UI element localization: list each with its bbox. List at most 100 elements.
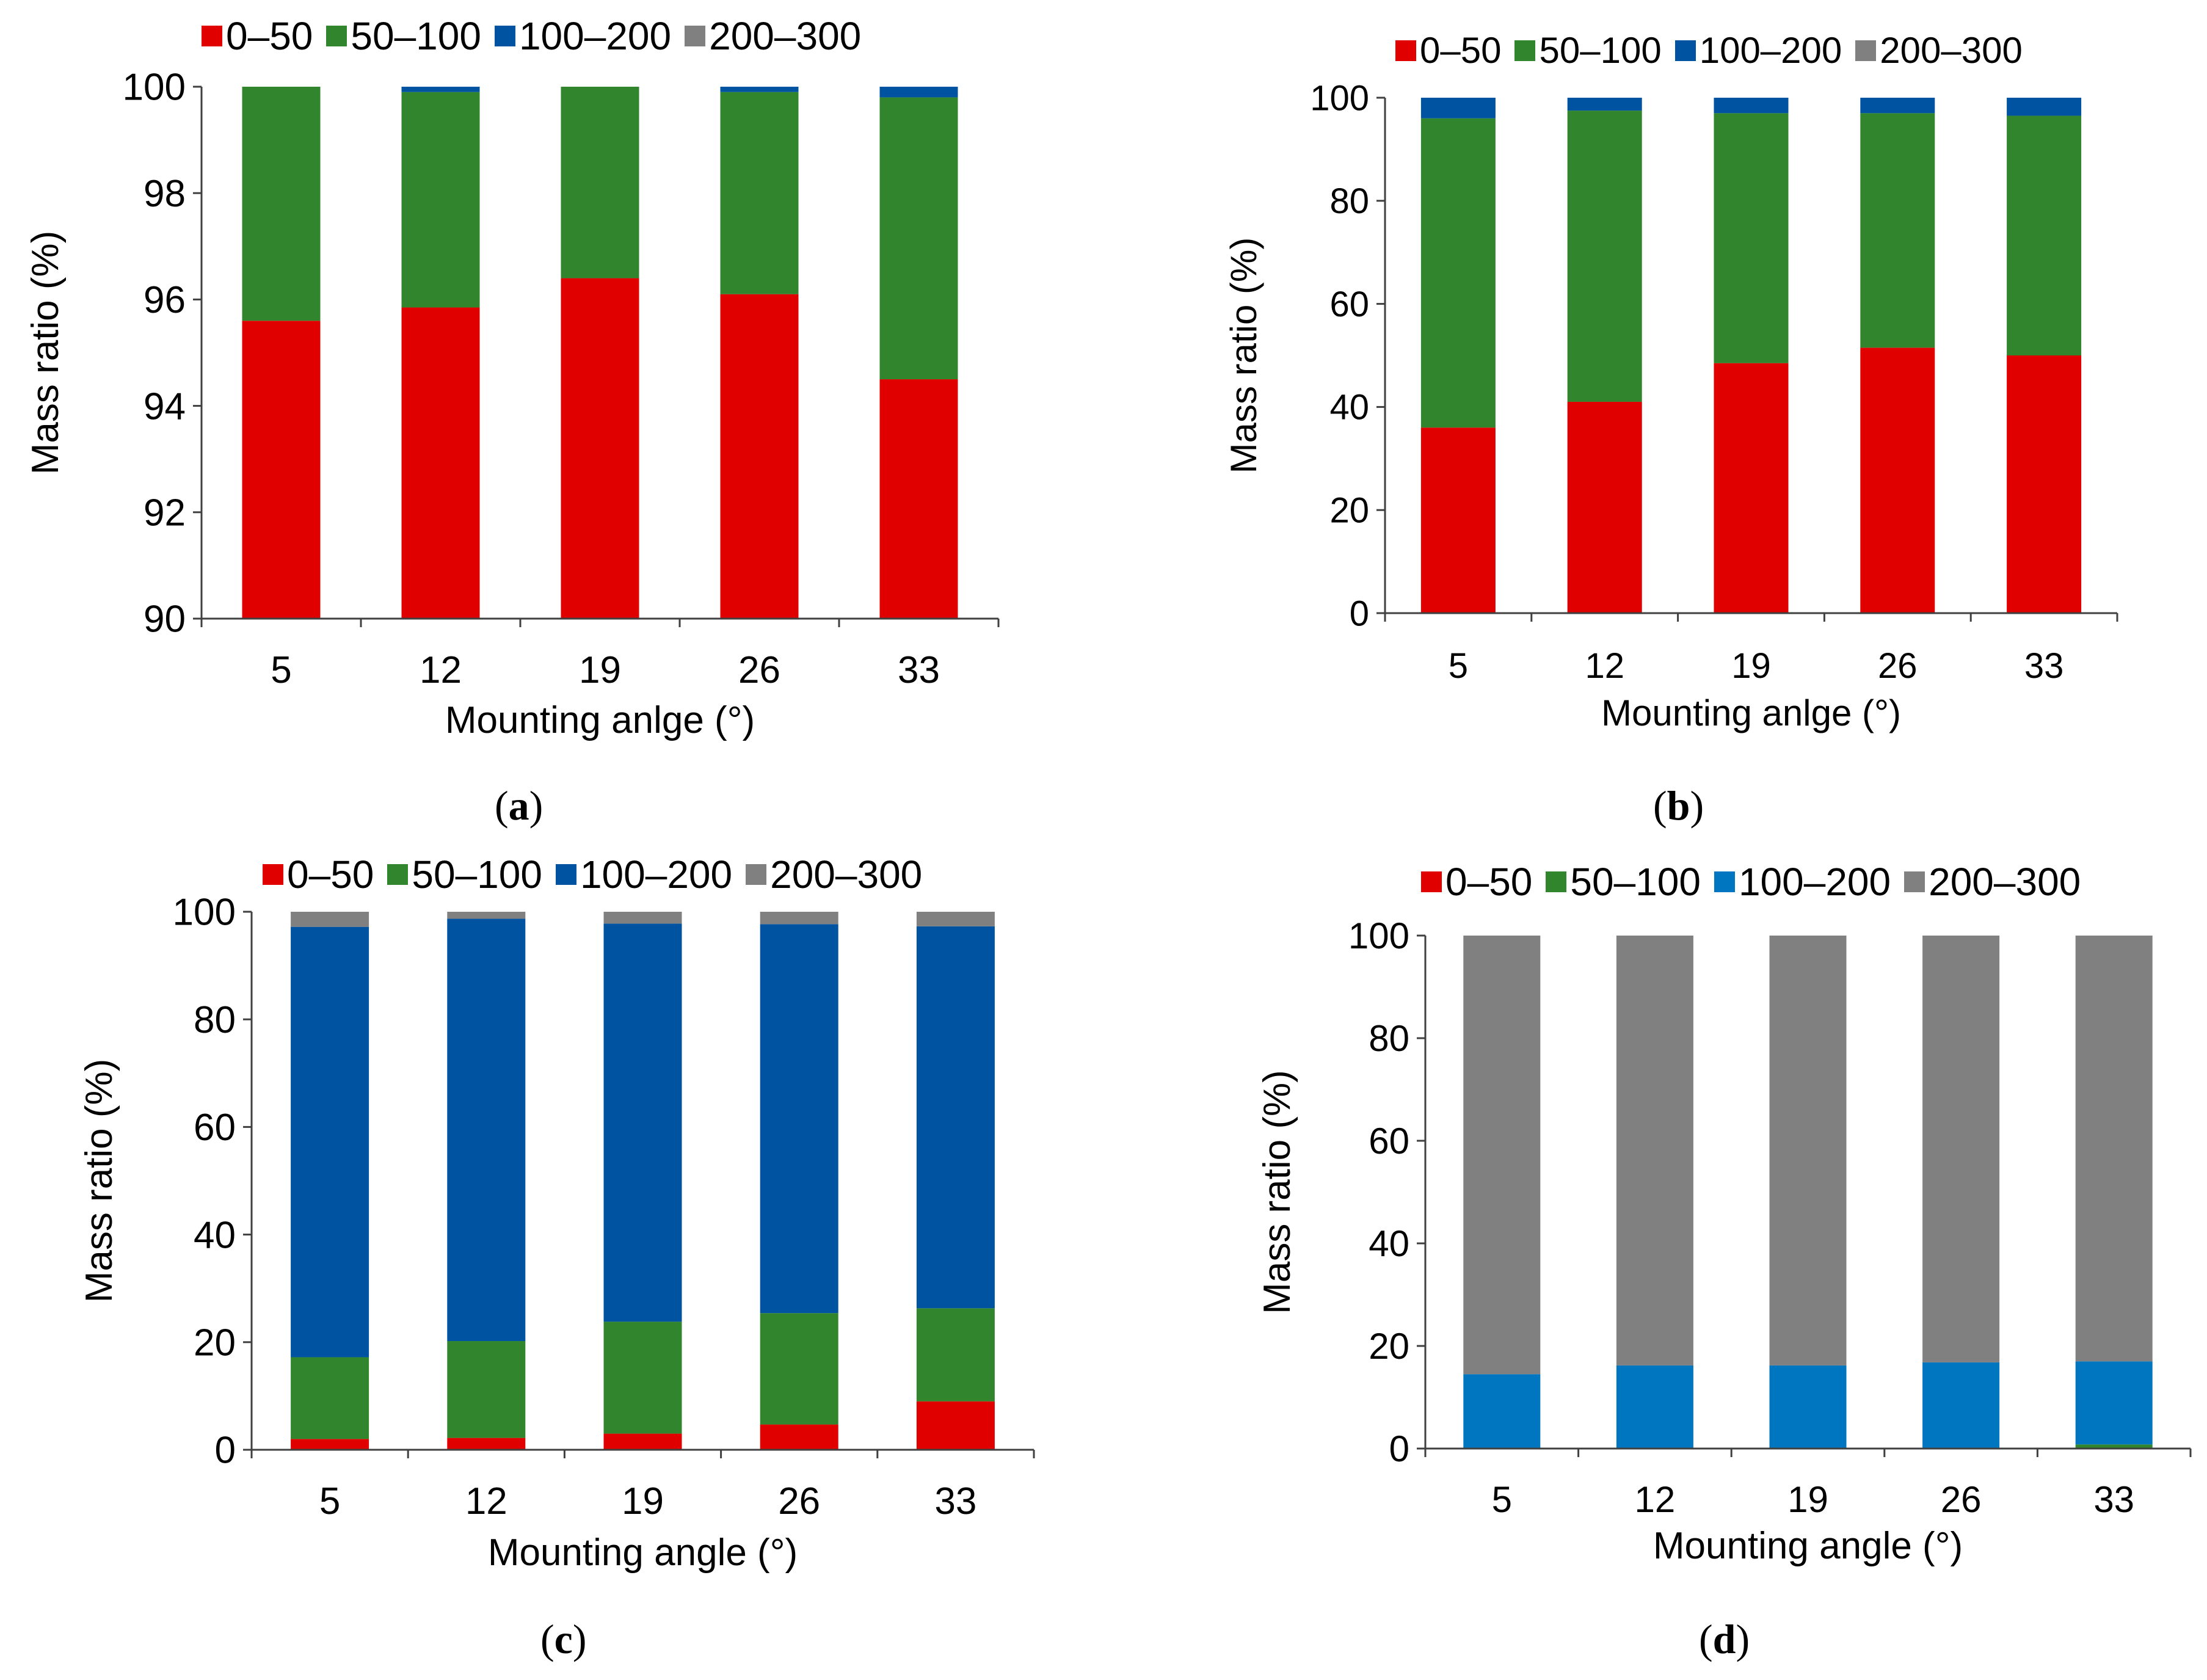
y-tick-label: 100 xyxy=(123,67,186,109)
chart-d: 0 20 40 60 80 100 5 12 19 26 33 Mounting angle (°) M… xyxy=(1256,915,2192,1567)
legend-label: 100–200 xyxy=(580,853,733,896)
y-tick-label: 40 xyxy=(1329,388,1369,427)
legend-swatch xyxy=(1514,40,1536,61)
legend-swatch xyxy=(1714,871,1735,892)
y-tick-label: 60 xyxy=(194,1107,236,1149)
y-tick-label: 96 xyxy=(144,279,186,321)
y-tick-label: 60 xyxy=(1329,285,1369,324)
x-axis-label-c: Mounting angle (°) xyxy=(488,1532,798,1574)
y-tick-label: 80 xyxy=(1369,1018,1409,1059)
legend-label: 200–300 xyxy=(1880,30,2023,71)
y-tick-label: 94 xyxy=(144,385,186,427)
legend-d: 0–50 50–100 100–200 200–300 xyxy=(1421,859,2094,904)
bar-c-12-2 xyxy=(447,918,526,1342)
x-tick-label: 26 xyxy=(1878,646,1918,686)
x-tick-label: 33 xyxy=(898,649,940,691)
bar-d-19-3 xyxy=(1769,936,1847,1365)
bar-b-12-0 xyxy=(1567,401,1642,613)
y-tick-label: 20 xyxy=(1369,1326,1409,1367)
bar-c-5-0 xyxy=(291,1439,369,1450)
legend-a: 0–50 50–100 100–200 200–300 xyxy=(202,13,874,59)
bar-a-26-2 xyxy=(720,87,799,92)
bar-c-12-1 xyxy=(447,1341,526,1438)
y-tick-label: 20 xyxy=(1329,491,1369,531)
bar-b-5-0 xyxy=(1420,427,1496,613)
legend-swatch xyxy=(1421,871,1442,892)
chart-b: 0 20 40 60 80 100 5 12 19 26 33 Mounting anlge (°) M… xyxy=(1223,78,2118,733)
legend-item-a-1: 50–100 xyxy=(326,13,481,59)
bar-c-33-2 xyxy=(916,926,995,1309)
bar-b-33-0 xyxy=(2007,355,2082,613)
y-tick-label: 40 xyxy=(1369,1223,1409,1264)
x-tick-label: 19 xyxy=(579,649,621,691)
panel-label-c-letter: c xyxy=(554,1616,573,1662)
legend-swatch xyxy=(1674,40,1696,61)
legend-item-d-1: 50–100 xyxy=(1546,859,1701,904)
y-tick-label: 80 xyxy=(1329,181,1369,221)
y-tick-label: 90 xyxy=(144,598,186,641)
y-tick-label: 98 xyxy=(144,173,186,215)
y-tick-label: 100 xyxy=(173,892,236,934)
x-tick-label: 19 xyxy=(1731,646,1771,686)
bar-b-19-1 xyxy=(1714,113,1789,363)
legend-label: 200–300 xyxy=(1929,860,2081,904)
bar-d-5-2 xyxy=(1463,1374,1541,1449)
x-tick-label: 5 xyxy=(1449,646,1468,686)
chart-panel-d: 0–50 50–100 100–200 200–300 0 20 40 60 80 100 5 12… xyxy=(1104,840,2207,1680)
legend-item-c-2: 100–200 xyxy=(555,852,733,897)
legend-item-c-0: 0–50 xyxy=(263,852,374,897)
legend-swatch xyxy=(1855,40,1877,61)
y-axis-label-c: Mass ratio (%) xyxy=(78,1059,120,1303)
bar-a-19-0 xyxy=(561,278,639,619)
legend-label: 100–200 xyxy=(1738,860,1891,904)
bar-b-12-1 xyxy=(1567,111,1642,402)
legend-swatch xyxy=(685,26,706,46)
y-tick-label: 100 xyxy=(1348,915,1409,956)
bar-c-5-3 xyxy=(291,912,369,927)
bar-b-19-0 xyxy=(1714,363,1789,613)
bar-c-26-2 xyxy=(760,924,838,1314)
bar-c-26-1 xyxy=(760,1313,838,1425)
legend-label: 100–200 xyxy=(1699,30,1842,71)
legend-item-a-2: 100–200 xyxy=(494,13,671,59)
legend-item-c-1: 50–100 xyxy=(387,852,542,897)
bar-b-12-2 xyxy=(1567,98,1642,111)
legend-item-a-0: 0–50 xyxy=(202,13,313,59)
legend-label: 0–50 xyxy=(1420,30,1502,71)
y-tick-label: 20 xyxy=(194,1322,236,1364)
legend-item-b-2: 100–200 xyxy=(1674,29,1842,71)
legend-item-d-0: 0–50 xyxy=(1421,859,1532,904)
bar-c-33-0 xyxy=(916,1401,995,1450)
bar-a-12-0 xyxy=(401,307,480,619)
y-axis-label-b: Mass ratio (%) xyxy=(1223,238,1264,474)
x-tick-label: 26 xyxy=(1941,1479,1982,1520)
y-axis-label-a: Mass ratio (%) xyxy=(24,231,67,475)
legend-swatch xyxy=(1546,871,1567,892)
chart-a: 90 92 94 96 98 100 5 12 19 26 33 Mounting anlge (°)… xyxy=(24,67,1000,741)
x-tick-label: 33 xyxy=(2093,1479,2134,1520)
x-tick-label: 33 xyxy=(2024,646,2064,686)
bar-c-5-2 xyxy=(291,926,369,1358)
bar-c-26-3 xyxy=(760,912,838,925)
legend-item-d-2: 100–200 xyxy=(1714,859,1891,904)
bar-b-5-2 xyxy=(1420,98,1496,118)
bar-a-26-0 xyxy=(720,294,799,619)
bar-b-33-1 xyxy=(2007,115,2082,356)
chart-c: 0 20 40 60 80 100 5 12 19 26 33 Mounting angle (°) M… xyxy=(78,892,1035,1574)
bar-c-33-3 xyxy=(916,912,995,926)
bar-a-33-0 xyxy=(879,379,958,619)
legend-item-b-1: 50–100 xyxy=(1514,29,1662,71)
panel-label-d: (d) xyxy=(1699,1616,1750,1662)
y-tick-label: 92 xyxy=(144,492,186,534)
bar-c-12-0 xyxy=(447,1438,526,1450)
bar-b-33-2 xyxy=(2007,98,2082,116)
x-tick-label: 26 xyxy=(738,649,780,691)
legend-swatch xyxy=(746,864,767,885)
bar-c-26-0 xyxy=(760,1424,838,1450)
panel-label-d-letter: d xyxy=(1712,1616,1736,1662)
legend-label: 0–50 xyxy=(1445,860,1533,904)
legend-swatch xyxy=(1904,871,1925,892)
y-tick-label: 100 xyxy=(1310,78,1369,118)
legend-label: 50–100 xyxy=(1570,860,1701,904)
x-tick-label: 12 xyxy=(1585,646,1624,686)
